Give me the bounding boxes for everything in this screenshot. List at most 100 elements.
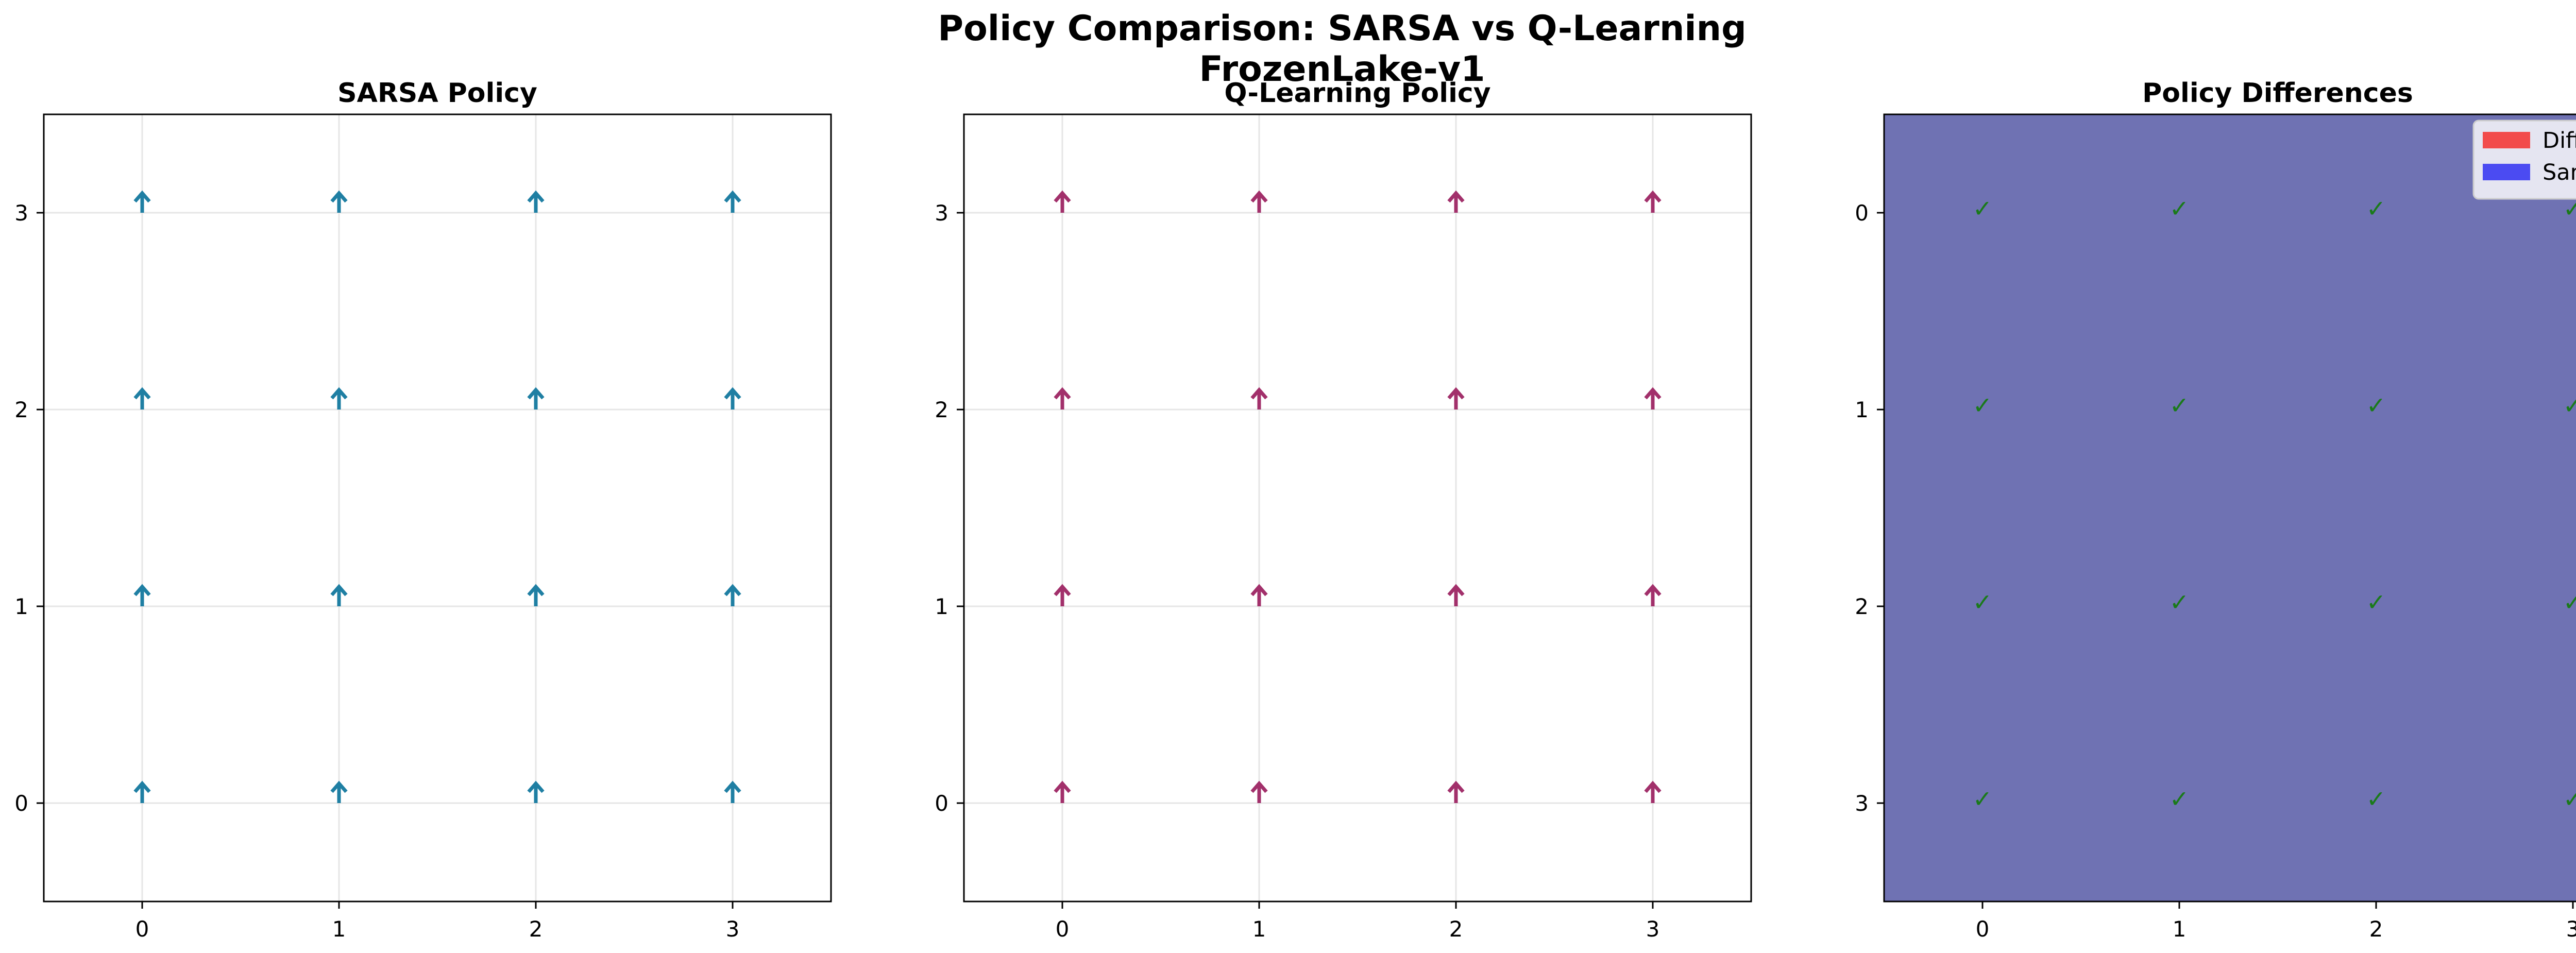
y-tick-label: 3 — [1855, 791, 1869, 816]
chart-panel-1: SARSA Policy 0 1 2 3 0 1 2 3 — [14, 78, 832, 942]
x-tick-label: 3 — [1646, 916, 1660, 942]
legend-swatch-different — [2483, 132, 2530, 148]
chart-panels: SARSA Policy 0 1 2 3 0 1 2 3 Q-Learning Policy 0 1 2… — [14, 78, 2576, 942]
policy-arrow — [724, 584, 741, 606]
y-tick-label: 2 — [14, 397, 28, 422]
arrow-head — [1250, 584, 1268, 597]
arrow-head — [330, 190, 348, 203]
legend-swatch-same — [2483, 164, 2530, 180]
x-tick-label: 0 — [135, 916, 149, 942]
arrow-head — [527, 780, 545, 793]
policy-arrow — [1054, 584, 1071, 606]
arrow-head — [133, 387, 151, 400]
same-check-mark: ✓ — [2366, 392, 2386, 419]
arrow-head — [330, 387, 348, 400]
same-check-mark: ✓ — [1973, 785, 1993, 813]
arrow-head — [527, 584, 545, 597]
arrow-head — [724, 190, 741, 203]
arrow-head — [527, 190, 545, 203]
same-check-mark: ✓ — [1973, 392, 1993, 419]
policy-arrow — [330, 584, 348, 606]
same-check-mark: ✓ — [1973, 588, 1993, 616]
arrow-head — [133, 780, 151, 793]
axes-background — [964, 114, 1751, 901]
policy-arrow — [330, 780, 348, 803]
axes-frame — [963, 113, 1752, 903]
same-check-mark: ✓ — [1973, 195, 1993, 223]
axes-title: Q-Learning Policy — [1224, 78, 1490, 109]
x-tick-label: 2 — [529, 916, 543, 942]
policy-arrow — [133, 780, 151, 803]
arrow-head — [1250, 190, 1268, 203]
policy-arrow — [1644, 780, 1662, 803]
policy-arrow — [1447, 584, 1465, 606]
arrow-head — [1447, 190, 1465, 203]
policy-arrow — [1644, 584, 1662, 606]
policy-arrow — [527, 584, 545, 606]
axes-background — [44, 114, 831, 901]
x-tick-label: 2 — [2369, 916, 2383, 942]
arrow-head — [1447, 584, 1465, 597]
y-tick-label: 3 — [935, 200, 948, 226]
axes-frame — [1883, 113, 2576, 903]
arrow-head — [330, 584, 348, 597]
arrow-head — [1644, 584, 1662, 597]
same-check-mark: ✓ — [2170, 785, 2190, 813]
arrow-head — [1447, 387, 1465, 400]
same-check-mark: ✓ — [2366, 588, 2386, 616]
policy-arrow — [330, 387, 348, 410]
x-tick-label: 0 — [1056, 916, 1070, 942]
policy-arrow — [1054, 780, 1071, 803]
same-check-mark: ✓ — [2170, 392, 2190, 419]
y-tick-label: 1 — [935, 594, 948, 619]
x-tick-label: 0 — [1976, 916, 1990, 942]
policy-arrow — [1644, 387, 1662, 410]
figure-title-line-1: Policy Comparison: SARSA vs Q-Learning — [938, 8, 1747, 49]
x-tick-label: 2 — [1449, 916, 1463, 942]
y-tick-label: 2 — [935, 397, 948, 422]
arrow-head — [1054, 780, 1071, 793]
x-tick-label: 1 — [1252, 916, 1266, 942]
same-check-mark: ✓ — [2366, 785, 2386, 813]
policy-arrow — [1250, 584, 1268, 606]
policy-arrow — [1250, 780, 1268, 803]
policy-arrow — [133, 584, 151, 606]
policy-arrow — [1250, 190, 1268, 213]
heatmap-background — [1884, 114, 2576, 901]
same-check-mark: ✓ — [2170, 195, 2190, 223]
policy-arrow — [1644, 190, 1662, 213]
chart-panel-3: Policy Differences 0 1 2 3 0 1 2 3 ✓ ✓ ✓ ✓ ✓ ✓ ✓ ✓ ✓ ✓ ✓ ✓ ✓ ✓… — [1855, 78, 2576, 942]
arrow-head — [1054, 387, 1071, 400]
arrow-head — [1644, 190, 1662, 203]
x-tick-label: 3 — [726, 916, 740, 942]
axes-title: Policy Differences — [2142, 78, 2413, 109]
arrow-head — [724, 780, 741, 793]
same-check-mark: ✓ — [2563, 785, 2576, 813]
same-check-mark: ✓ — [2170, 588, 2190, 616]
chart-panel-2: Q-Learning Policy 0 1 2 3 0 1 2 3 — [935, 78, 1752, 942]
arrow-head — [1054, 190, 1071, 203]
arrow-head — [1054, 584, 1071, 597]
arrow-head — [527, 387, 545, 400]
legend-label-same: Same — [2543, 160, 2576, 185]
x-tick-label: 1 — [332, 916, 346, 942]
policy-arrow — [133, 387, 151, 410]
policy-arrow — [724, 190, 741, 213]
figure-title-line-2: FrozenLake-v1 — [1199, 49, 1485, 90]
same-check-mark: ✓ — [2563, 588, 2576, 616]
policy-arrow — [527, 190, 545, 213]
same-check-mark: ✓ — [2366, 195, 2386, 223]
policy-arrow — [1054, 387, 1071, 410]
policy-arrow — [1250, 387, 1268, 410]
policy-arrow — [527, 780, 545, 803]
arrow-head — [330, 780, 348, 793]
axes-frame — [43, 113, 832, 903]
arrow-head — [1644, 387, 1662, 400]
same-check-mark: ✓ — [2563, 392, 2576, 419]
policy-arrow — [1447, 387, 1465, 410]
arrow-head — [133, 190, 151, 203]
policy-arrow — [133, 190, 151, 213]
y-tick-label: 0 — [14, 791, 28, 816]
arrow-head — [1447, 780, 1465, 793]
